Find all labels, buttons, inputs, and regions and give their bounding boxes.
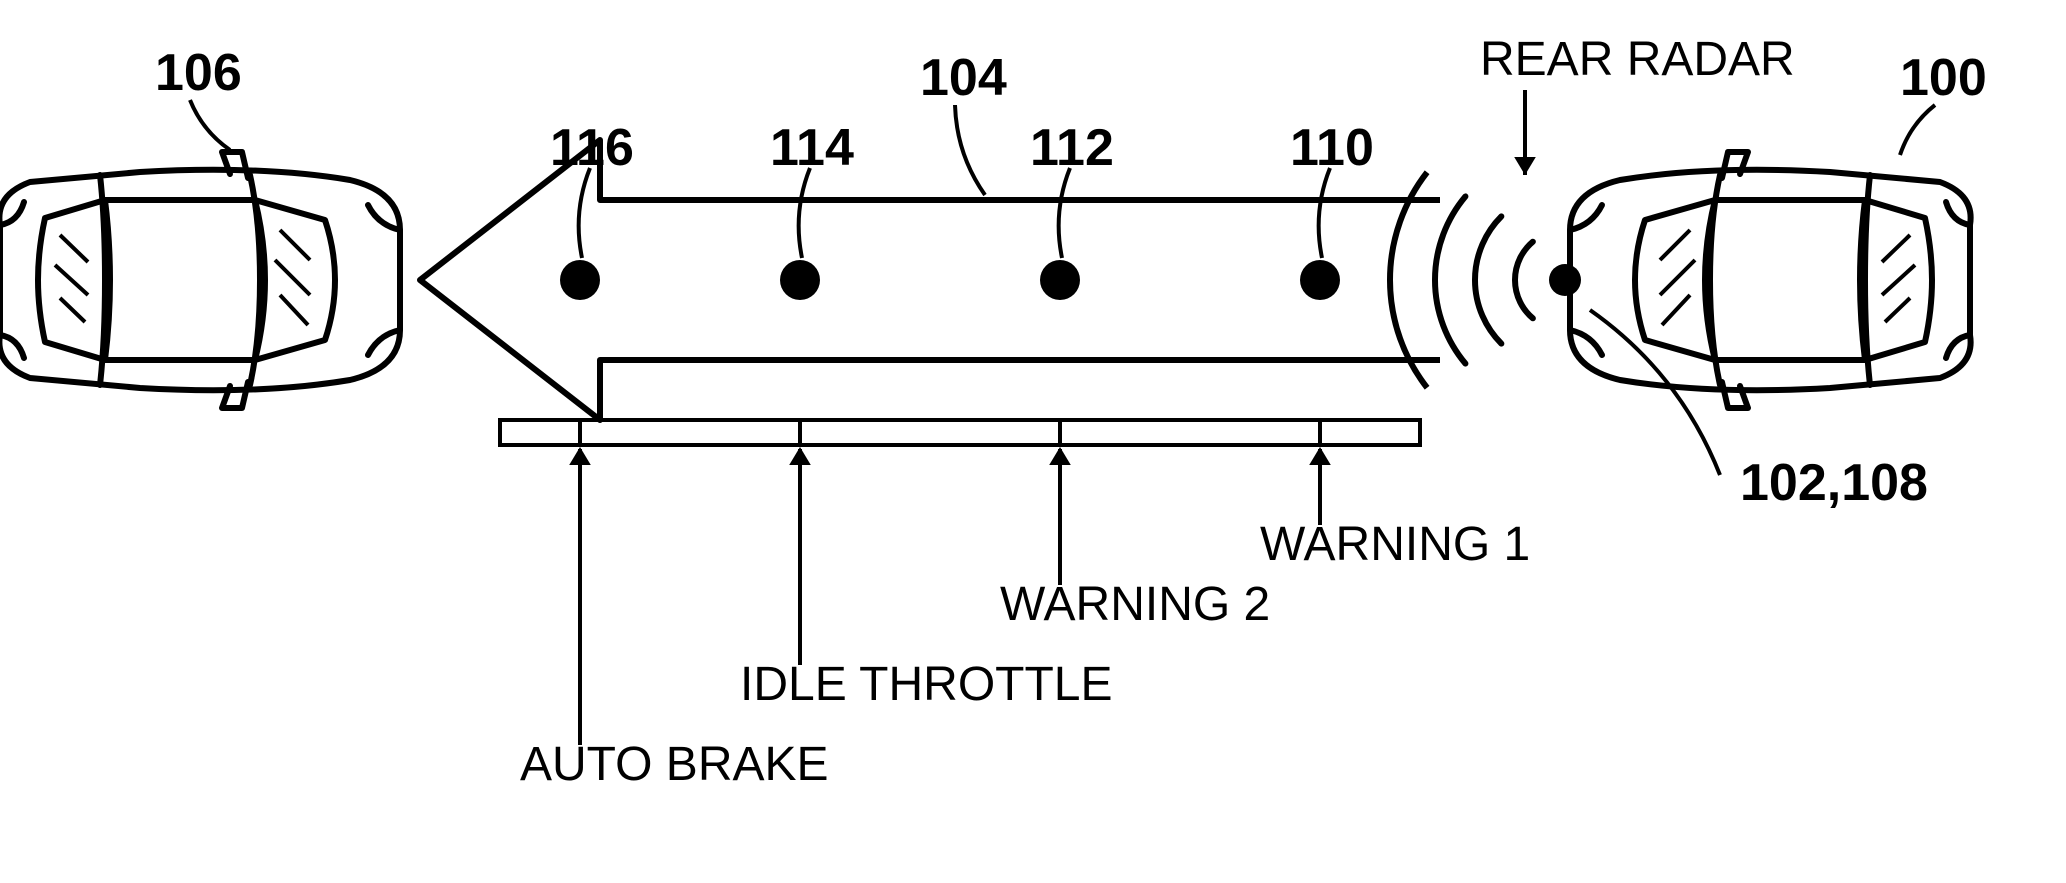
leader-line — [1590, 310, 1720, 475]
stage-dot — [560, 260, 600, 300]
ref-label: REAR RADAR — [1480, 33, 1795, 86]
ref-label: 102,108 — [1740, 454, 1928, 512]
ref-number: 110 — [1290, 119, 1374, 177]
arrowhead — [1049, 447, 1071, 465]
leader-line — [1900, 105, 1935, 155]
radar-wave — [1515, 242, 1533, 319]
leader-line — [579, 168, 590, 258]
stage-label: WARNING 2 — [1000, 578, 1270, 631]
stage-dot — [1040, 260, 1080, 300]
ref-number: 116 — [550, 119, 634, 177]
ref-label: 104 — [920, 49, 1007, 107]
leader-line — [1319, 168, 1330, 258]
radar-wave — [1475, 216, 1501, 343]
stage-label: AUTO BRAKE — [520, 738, 829, 791]
stage-dot — [1300, 260, 1340, 300]
timeline-bar — [500, 420, 1420, 445]
radar-wave — [1435, 196, 1465, 363]
stage-dot — [780, 260, 820, 300]
leader-line — [1059, 168, 1070, 258]
radar-range-arc — [1390, 172, 1427, 387]
leader-line — [190, 100, 230, 150]
leader-line — [955, 105, 985, 195]
car-left — [0, 152, 400, 408]
ref-label: 106 — [155, 44, 242, 102]
arrowhead — [569, 447, 591, 465]
leader-line — [799, 168, 810, 258]
ref-number: 114 — [770, 119, 854, 177]
stage-label: IDLE THROTTLE — [740, 658, 1113, 711]
ref-label: 100 — [1900, 49, 1987, 107]
arrowhead — [1514, 157, 1536, 175]
ref-number: 112 — [1030, 119, 1114, 177]
stage-label: WARNING 1 — [1260, 518, 1530, 571]
radar-emitter-dot — [1549, 264, 1581, 296]
car-right — [1570, 152, 1971, 408]
arrowhead — [789, 447, 811, 465]
arrowhead — [1309, 447, 1331, 465]
